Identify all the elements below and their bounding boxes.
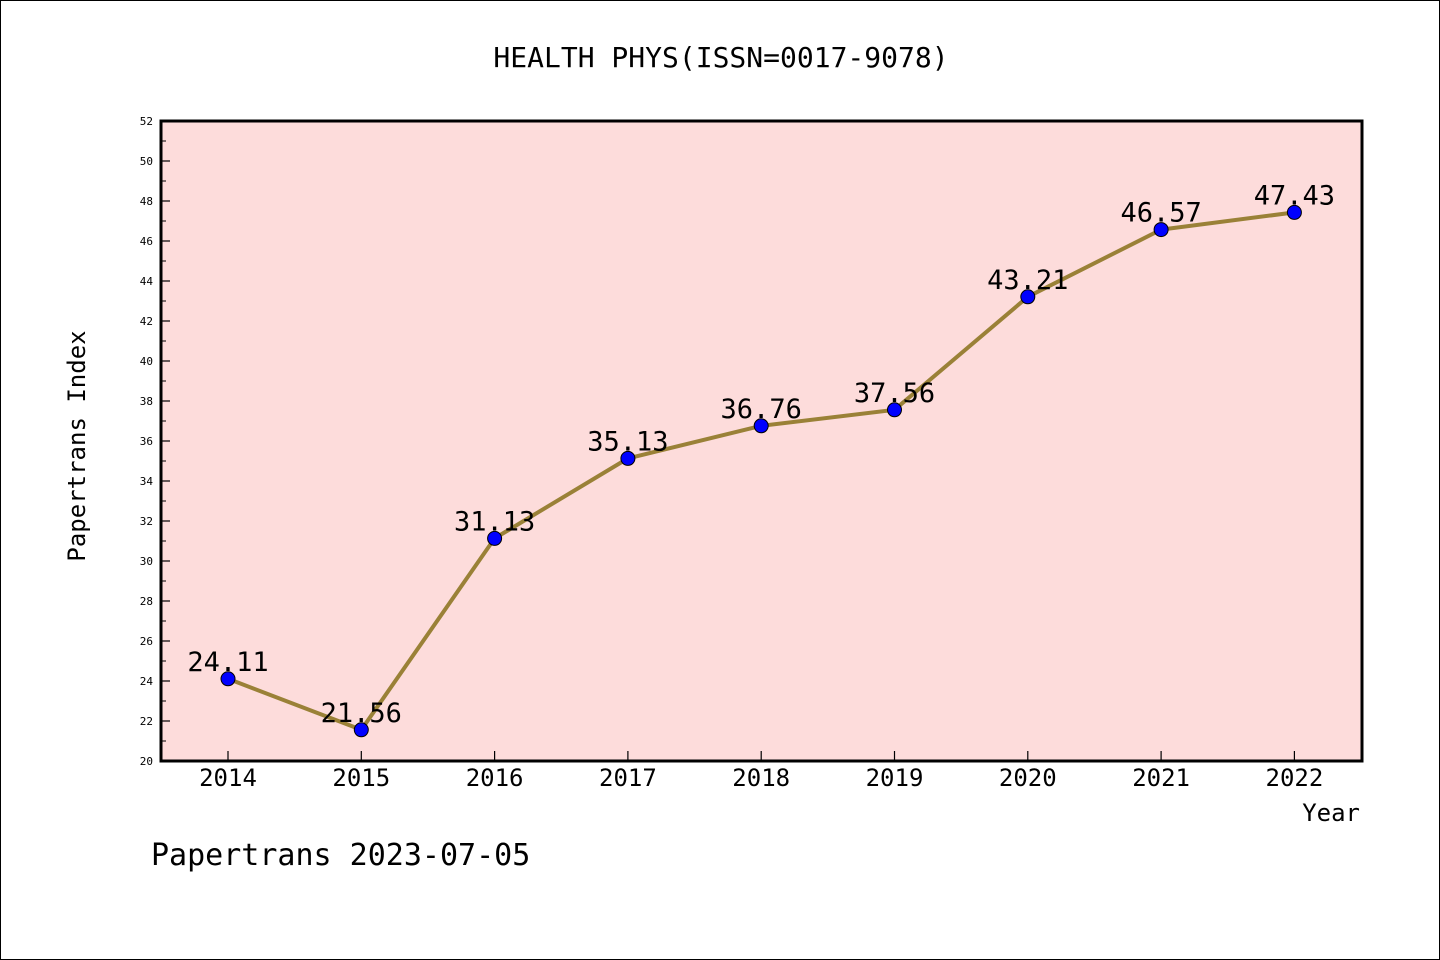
y-tick-label: 34: [140, 475, 154, 488]
data-label: 37.56: [854, 378, 935, 409]
y-tick-label: 32: [140, 515, 153, 528]
y-tick-label: 40: [140, 355, 153, 368]
y-tick-label: 24: [140, 675, 154, 688]
y-tick-label: 50: [140, 155, 153, 168]
x-tick-label: 2014: [199, 764, 257, 792]
data-label: 46.57: [1120, 198, 1201, 229]
data-labels: 24.11 21.56 31.13 35.13 36.76 37.56 43.21 46.57…: [187, 180, 1335, 728]
data-label: 36.76: [721, 394, 802, 425]
y-tick-label: 28: [140, 595, 153, 608]
data-point: [220, 671, 236, 687]
data-point: [353, 722, 369, 738]
data-point: [887, 402, 902, 418]
x-tick-label: 2017: [599, 764, 657, 792]
x-tick-label: 2015: [332, 764, 390, 792]
data-label: 35.13: [587, 426, 668, 457]
data-point: [1153, 222, 1169, 238]
data-label: 21.56: [321, 698, 402, 729]
data-label: 24.11: [187, 647, 268, 678]
y-axis-ticks: 20 22 24 26 28 30 32 34 36 38 40 42 44 46 48 50 52: [140, 115, 170, 768]
x-axis-label: Year: [1302, 799, 1360, 827]
data-label: 31.13: [454, 506, 535, 537]
y-tick-label: 52: [140, 115, 153, 128]
y-tick-label: 26: [140, 635, 153, 648]
plot-border: [159, 119, 1364, 763]
data-point: [487, 530, 503, 546]
y-tick-label: 44: [140, 275, 154, 288]
x-tick-label: 2016: [466, 764, 524, 792]
data-point: [1020, 289, 1036, 305]
data-point: [753, 418, 769, 434]
x-axis-ticks: 2014 2015 2016 2017 2018 2019 2020 2021 2022: [199, 751, 1323, 792]
data-label: 43.21: [987, 265, 1068, 296]
y-tick-label: 30: [140, 555, 153, 568]
y-tick-label: 38: [140, 395, 153, 408]
x-tick-label: 2020: [999, 764, 1057, 792]
data-points: [220, 204, 1302, 738]
x-tick-label: 2022: [1266, 764, 1324, 792]
x-tick-label: 2021: [1132, 764, 1190, 792]
y-tick-label: 46: [140, 235, 153, 248]
y-tick-label: 22: [140, 715, 153, 728]
data-point: [1286, 204, 1302, 220]
y-tick-label: 48: [140, 195, 153, 208]
y-tick-label: 20: [140, 755, 153, 768]
x-tick-label: 2018: [732, 764, 790, 792]
x-tick-label: 2019: [866, 764, 924, 792]
y-axis-label: Papertrans Index: [63, 330, 91, 561]
data-point: [620, 450, 636, 466]
y-tick-label: 42: [140, 315, 153, 328]
chart-title: HEALTH PHYS(ISSN=0017-9078): [493, 41, 948, 74]
y-tick-label: 36: [140, 435, 153, 448]
footer-text: Papertrans 2023-07-05: [151, 838, 530, 873]
data-label: 47.43: [1254, 180, 1335, 211]
